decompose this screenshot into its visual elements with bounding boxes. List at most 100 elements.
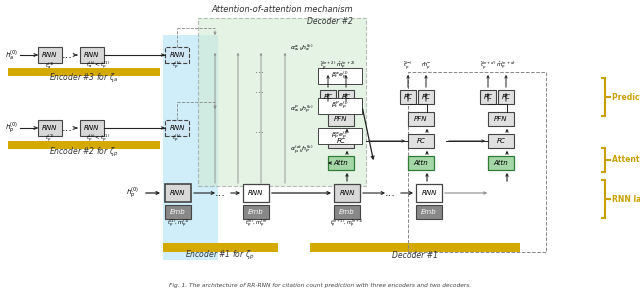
Bar <box>328 156 354 170</box>
Text: $\hat{m}_p^{-}$: $\hat{m}_p^{-}$ <box>421 60 431 72</box>
Text: PFN: PFN <box>414 116 428 122</box>
Text: Decoder #1: Decoder #1 <box>392 250 438 260</box>
Bar <box>243 184 269 202</box>
Bar <box>488 112 514 126</box>
Text: $t_p^{(1)},m_p^{(1)}$: $t_p^{(1)},m_p^{(1)}$ <box>166 218 189 230</box>
Bar <box>80 120 104 136</box>
Bar <box>318 98 362 114</box>
Text: Emb: Emb <box>339 209 355 215</box>
Text: FC: FC <box>337 138 346 144</box>
Bar <box>418 90 434 104</box>
Text: $\beta_t^a e_p^{(l)}$: $\beta_t^a e_p^{(l)}$ <box>332 70 349 82</box>
Text: $t_p^{(k)} < t_p^{(1)}$: $t_p^{(k)} < t_p^{(1)}$ <box>86 133 110 145</box>
Text: $\beta_p^a e_p^{(l)}$: $\beta_p^a e_p^{(l)}$ <box>332 130 349 142</box>
Text: RNN: RNN <box>84 125 100 131</box>
Text: FC: FC <box>324 94 332 100</box>
Text: PFN: PFN <box>334 116 348 122</box>
Bar <box>165 205 191 219</box>
Text: RNN: RNN <box>339 190 355 196</box>
Bar <box>408 156 434 170</box>
Bar <box>163 243 278 252</box>
Text: Attention layer: Attention layer <box>612 156 640 165</box>
Text: $h_p^{(0)}$: $h_p^{(0)}$ <box>5 121 19 136</box>
Text: RNN: RNN <box>84 52 100 58</box>
Text: $t_p^{(k)}$: $t_p^{(k)}$ <box>172 133 182 145</box>
Bar <box>408 72 546 252</box>
Text: Prediction layer: Prediction layer <box>612 93 640 101</box>
Bar <box>38 47 62 63</box>
Text: RNN: RNN <box>170 190 186 196</box>
Bar <box>408 134 434 148</box>
Bar <box>328 134 354 148</box>
Bar <box>165 184 191 202</box>
Bar <box>243 205 269 219</box>
Bar <box>334 184 360 202</box>
Text: ...: ... <box>385 188 396 198</box>
Text: $\hat{t}_p^{(n+2)}$: $\hat{t}_p^{(n+2)}$ <box>320 60 336 72</box>
Text: Attn: Attn <box>493 160 508 166</box>
Text: $t_a^{(k)} < t_p^{(1)}$: $t_a^{(k)} < t_p^{(1)}$ <box>86 60 110 72</box>
Bar <box>8 68 160 76</box>
Text: $t_p^{(k)}$: $t_p^{(k)}$ <box>172 60 182 72</box>
Text: FC: FC <box>404 94 412 100</box>
Text: ...: ... <box>255 125 264 135</box>
Text: Decoder #2: Decoder #2 <box>307 18 353 26</box>
Text: ...: ... <box>61 50 72 60</box>
Text: RNN: RNN <box>248 190 264 196</box>
Bar <box>408 112 434 126</box>
Bar <box>328 112 354 126</box>
Text: RNN layer: RNN layer <box>612 195 640 203</box>
Text: $\hat{t}_p^{(-)}$: $\hat{t}_p^{(-)}$ <box>403 60 413 72</box>
Text: $\hat{t}_p^{(n+d)}$: $\hat{t}_p^{(n+d)}$ <box>480 60 496 72</box>
Bar <box>163 35 218 260</box>
Bar <box>338 90 354 104</box>
Text: FC: FC <box>342 94 351 100</box>
Bar <box>38 120 62 136</box>
Bar <box>320 90 336 104</box>
Text: Encoder #1 for $\zeta_p$: Encoder #1 for $\zeta_p$ <box>185 248 255 262</box>
Bar <box>416 184 442 202</box>
Bar <box>198 18 366 186</box>
Text: $\hat{m}_p^{(n+2)}$: $\hat{m}_p^{(n+2)}$ <box>336 60 356 72</box>
Text: $\beta_t^p e_p^{(l)}$: $\beta_t^p e_p^{(l)}$ <box>331 100 349 112</box>
Text: Attn: Attn <box>333 160 348 166</box>
Text: $\alpha_{a,k}^p h_p^{(k)}$: $\alpha_{a,k}^p h_p^{(k)}$ <box>290 104 314 116</box>
Bar <box>400 90 416 104</box>
Bar <box>318 68 362 84</box>
Bar <box>488 156 514 170</box>
Text: $\alpha_{p,k}^{(a)} h_P^{(k)}$: $\alpha_{p,k}^{(a)} h_P^{(k)}$ <box>290 143 314 156</box>
Text: FC: FC <box>497 138 506 144</box>
Text: Attention-of-attention mechanism: Attention-of-attention mechanism <box>211 6 353 14</box>
Text: ...: ... <box>61 123 72 133</box>
Text: FC: FC <box>484 94 492 100</box>
Bar <box>416 205 442 219</box>
Text: ...: ... <box>255 65 264 75</box>
Bar <box>8 141 160 149</box>
Bar <box>488 134 514 148</box>
Text: ...: ... <box>214 188 225 198</box>
Text: Attn: Attn <box>413 160 428 166</box>
Text: FC: FC <box>502 94 511 100</box>
Text: $h_p^{(0)}$: $h_p^{(0)}$ <box>126 186 140 201</box>
Text: ...: ... <box>255 85 264 95</box>
Text: Emb: Emb <box>170 209 186 215</box>
Text: $h_a^{(0)}$: $h_a^{(0)}$ <box>5 48 19 62</box>
Text: Emb: Emb <box>248 209 264 215</box>
Bar <box>318 128 362 144</box>
Text: RNN: RNN <box>170 125 185 131</box>
Text: RNN: RNN <box>42 52 58 58</box>
Text: $\alpha_{a,k}^a h_a^{(k)}$: $\alpha_{a,k}^a h_a^{(k)}$ <box>290 43 314 53</box>
Bar <box>165 120 189 136</box>
Text: $t_a^{(1)}$: $t_a^{(1)}$ <box>45 61 55 71</box>
Text: Encoder #2 for $\zeta_p$: Encoder #2 for $\zeta_p$ <box>49 146 119 158</box>
Bar <box>80 47 104 63</box>
Text: $t_p^{(n+1)},m_p^{(n+1)}$: $t_p^{(n+1)},m_p^{(n+1)}$ <box>330 218 364 230</box>
Text: Encoder #3 for $\zeta_a$: Encoder #3 for $\zeta_a$ <box>49 71 118 84</box>
Bar <box>334 205 360 219</box>
Text: RNN: RNN <box>421 190 436 196</box>
Text: $t_p^{(1)}$: $t_p^{(1)}$ <box>45 133 55 145</box>
Bar <box>310 243 520 252</box>
Text: Emb: Emb <box>421 209 437 215</box>
Text: Fig. 1. The architecture of RR-RNN for citation count prediction with three enco: Fig. 1. The architecture of RR-RNN for c… <box>169 283 471 288</box>
Text: $\hat{m}_p^{(n+d)}$: $\hat{m}_p^{(n+d)}$ <box>496 60 516 72</box>
